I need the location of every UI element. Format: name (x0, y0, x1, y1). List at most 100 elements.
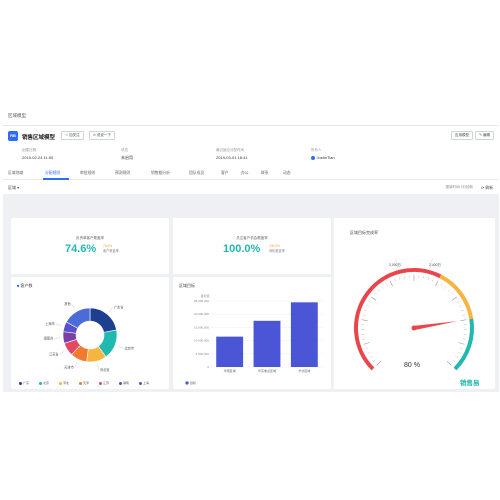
meta-status-value: 未启用 (121, 155, 133, 160)
tab-activity[interactable]: 动态 (283, 171, 291, 175)
bar-legend-dot-icon (185, 381, 189, 385)
edit-button[interactable]: ✎ 编辑 (475, 131, 494, 140)
gauge-tick (365, 305, 369, 307)
tab-assign-rules[interactable]: 分配规则 (45, 171, 61, 175)
tab-contacts[interactable]: 联系 (261, 171, 269, 175)
donut-slice-0[interactable] (89, 307, 117, 333)
tab-forecast-rules[interactable]: 预测规则 (115, 171, 131, 175)
donut-leader-7 (71, 303, 75, 310)
tab-customers[interactable]: 客户 (221, 171, 229, 175)
gauge-tick (435, 280, 439, 287)
tab-region[interactable]: 区域地域 (8, 171, 24, 175)
title-bar: 区域模型 (3, 108, 499, 126)
gauge-tick (459, 305, 463, 307)
tab-team[interactable]: 团队成员 (189, 171, 205, 175)
gauge-tick (451, 296, 458, 301)
donut-legend-label: 北京 (43, 381, 50, 385)
donut-label-7: 其他 (64, 301, 71, 306)
donut-legend-label: 江苏 (103, 381, 110, 385)
gauge-tick (462, 314, 466, 316)
gauge-tick (427, 277, 429, 281)
donut-legend-item[interactable]: 湖南 (119, 381, 129, 385)
gauge-tick (361, 319, 368, 321)
update-time-text: 更新时间 2分钟前 (445, 185, 473, 189)
meta-created-label: 创建日期 (22, 148, 36, 152)
legend-dot-icon (79, 381, 82, 385)
gauge-tick (457, 351, 461, 354)
owner-avatar (311, 155, 315, 160)
tab-approval-rules[interactable]: 审批规则 (80, 171, 96, 175)
gauge-tick (423, 275, 425, 279)
gauge-label-marker-0 (395, 258, 399, 271)
donut-leader-5 (54, 337, 61, 339)
gauge-tick (376, 361, 381, 366)
donut-legend-item[interactable]: 上海 (139, 381, 149, 385)
donut-legend-item[interactable]: 江苏 (99, 381, 109, 385)
bar-chart-title: 区域目标 (179, 282, 195, 288)
bar-0[interactable] (216, 336, 244, 367)
gauge-tick (456, 300, 460, 303)
window-title: 区域模型 (8, 113, 26, 118)
gauge-tick (459, 347, 463, 350)
gauge-tick (458, 342, 465, 345)
share-button[interactable]: ⊙ 说说一下 (89, 131, 115, 140)
kpi-customer-coverage-side-label: 客户覆盖率 (103, 248, 119, 253)
donut-label-2: 河北省 (100, 367, 110, 372)
tab-bar: 区域地域 分配规则 审批规则 预测规则 销售额分析 团队成员 客户 办公 联系 … (3, 166, 499, 180)
gauge-tick (403, 275, 405, 279)
gauge-tick (362, 314, 366, 316)
meta-owner-value[interactable]: JustinTian (311, 155, 335, 160)
donut-legend-item[interactable]: 天津 (79, 381, 89, 385)
meta-created-value: 2019-02-24 11:00 (22, 155, 54, 160)
donut-leader-0 (108, 307, 114, 313)
donut-legend-label: 天津 (83, 381, 90, 385)
meta-assigned-label: 最近被应分配时间 (216, 148, 244, 152)
bar-1[interactable] (253, 320, 281, 367)
donut-legend-label: 上海 (143, 381, 150, 385)
donut-label-3: 天津市 (64, 365, 74, 370)
donut-legend-item[interactable]: 河北 (59, 381, 69, 385)
donut-legend-label: 湖南 (123, 381, 130, 385)
gauge-arc-red (354, 268, 442, 371)
donut-legend-item[interactable]: 北京 (39, 381, 49, 385)
region-filter-dropdown[interactable]: 区域 ▾ (8, 185, 20, 190)
donut-label-4: 江苏省 (49, 351, 59, 356)
kpi-opportunity-coverage-value: 100.0% (223, 243, 261, 255)
gauge-needle (413, 321, 458, 331)
gauge-arc-orange (439, 274, 474, 320)
legend-dot-icon (19, 381, 22, 385)
gauge-tick (440, 283, 443, 286)
gauge-tick (377, 289, 380, 292)
gauge-tick (460, 319, 467, 321)
gauge-tick (385, 283, 388, 286)
bar-legend-label[interactable]: 目标 (190, 380, 196, 385)
bar-2[interactable] (290, 302, 318, 367)
legend-dot-icon (139, 381, 142, 385)
follow-button[interactable]: ☆ 加关注 (61, 131, 84, 140)
filter-bar: 区域 ▾ 更新时间 2分钟前 ⟳ 刷新 (3, 180, 499, 194)
tab-sales-analysis[interactable]: 销售额分析 (151, 171, 170, 175)
kpi-opportunity-coverage-side: 100.0% 商机覆盖率 (269, 244, 285, 253)
legend-dot-icon (99, 381, 102, 385)
refresh-button[interactable]: ⟳ 刷新 (481, 186, 493, 190)
bar-chart-ylabel: 目标值 (200, 293, 209, 298)
gauge-tick (451, 292, 454, 296)
donut-slice-7[interactable] (65, 307, 91, 329)
bar-xtick-label: 华南区域 (224, 368, 236, 373)
bar-ytick-label: 0 (207, 365, 209, 369)
apply-model-button[interactable]: 应用模型 (451, 131, 473, 140)
kpi-customer-coverage-value: 74.6% (65, 243, 97, 255)
gauge-tick (363, 342, 370, 345)
tab-office[interactable]: 办公 (241, 171, 249, 175)
gauge-label-left: 2,000万 (389, 263, 401, 267)
gauge-label-right: 2,400万 (429, 263, 441, 267)
gauge-tick (370, 355, 373, 358)
donut-legend-item[interactable]: 广东 (19, 381, 29, 385)
gauge-tick (462, 338, 466, 340)
bar-ytick-label: 10,000,000 (194, 339, 209, 343)
donut-leader-6 (55, 323, 62, 326)
app-window: 区域模型 RB 销售区域模型 ☆ 加关注 ⊙ 说说一下 应用模型 ✎ 编辑 创建… (3, 108, 499, 392)
bar-ytick-label: 15,000,000 (194, 325, 209, 329)
kpi-opportunity-coverage-side-label: 商机覆盖率 (269, 248, 285, 253)
